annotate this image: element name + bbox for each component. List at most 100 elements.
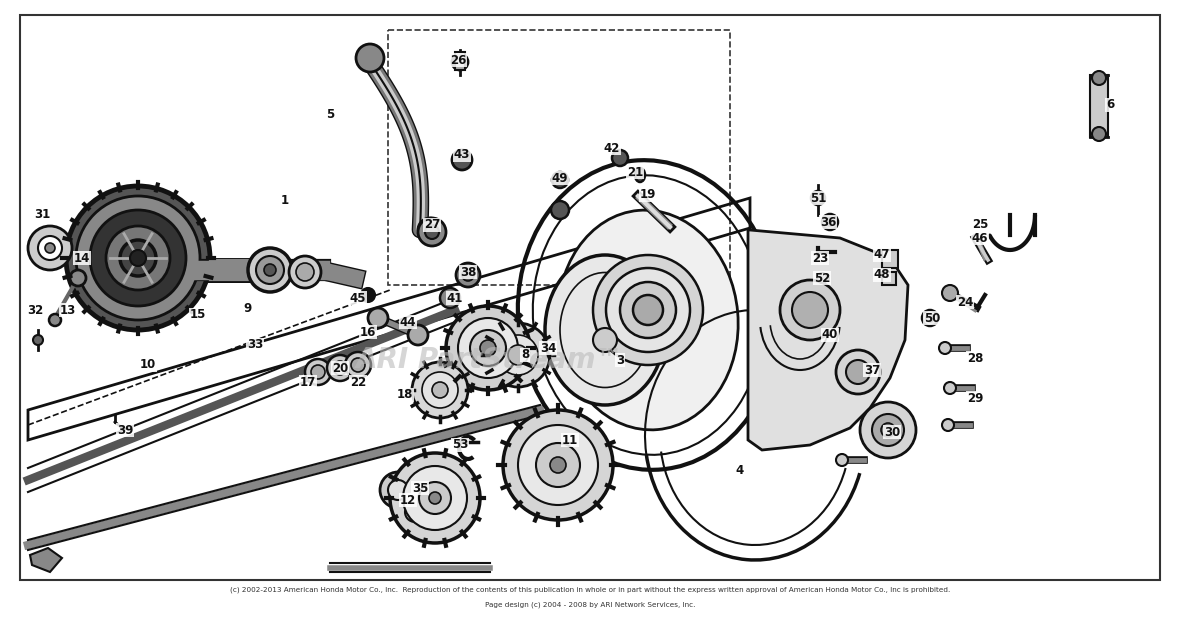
- Text: 17: 17: [300, 375, 316, 389]
- Circle shape: [412, 362, 468, 418]
- Circle shape: [607, 268, 690, 352]
- Text: 48: 48: [873, 268, 890, 282]
- Circle shape: [550, 457, 566, 473]
- Circle shape: [289, 256, 321, 288]
- Circle shape: [418, 218, 442, 242]
- Circle shape: [408, 325, 428, 345]
- Text: ARI PartStream™: ARI PartStream™: [356, 346, 624, 374]
- Circle shape: [361, 288, 375, 302]
- Text: 12: 12: [400, 493, 417, 507]
- Circle shape: [1092, 127, 1106, 141]
- Text: 31: 31: [34, 209, 50, 222]
- Circle shape: [835, 454, 848, 466]
- Circle shape: [632, 295, 663, 325]
- Circle shape: [33, 335, 42, 345]
- Circle shape: [333, 361, 347, 375]
- Text: 15: 15: [190, 309, 206, 321]
- Circle shape: [480, 340, 496, 356]
- Text: 39: 39: [117, 423, 133, 437]
- Circle shape: [860, 402, 916, 458]
- Text: 51: 51: [809, 192, 826, 205]
- Circle shape: [422, 372, 458, 408]
- Bar: [455, 52, 465, 70]
- Text: 49: 49: [552, 171, 569, 185]
- Circle shape: [391, 453, 480, 543]
- Circle shape: [356, 44, 384, 72]
- Text: 13: 13: [60, 304, 77, 316]
- Circle shape: [388, 480, 408, 500]
- Text: 29: 29: [966, 391, 983, 404]
- Ellipse shape: [558, 210, 739, 430]
- Text: 19: 19: [640, 188, 656, 202]
- Circle shape: [440, 288, 460, 308]
- Circle shape: [404, 466, 467, 530]
- Text: 11: 11: [562, 433, 578, 447]
- Text: 42: 42: [604, 142, 621, 154]
- Circle shape: [822, 214, 838, 230]
- Circle shape: [368, 308, 388, 328]
- Circle shape: [45, 243, 55, 253]
- Text: 46: 46: [972, 231, 989, 244]
- Text: 41: 41: [447, 292, 464, 304]
- Circle shape: [452, 54, 468, 70]
- Circle shape: [312, 365, 325, 379]
- Circle shape: [405, 502, 425, 522]
- Circle shape: [518, 425, 598, 505]
- Circle shape: [470, 330, 506, 366]
- Text: 50: 50: [924, 311, 940, 324]
- Circle shape: [304, 359, 332, 385]
- Circle shape: [120, 240, 156, 276]
- Text: 34: 34: [539, 341, 556, 355]
- Circle shape: [463, 269, 474, 281]
- Circle shape: [826, 218, 834, 226]
- Circle shape: [264, 264, 276, 276]
- Text: 6: 6: [1106, 98, 1114, 112]
- Circle shape: [70, 270, 86, 286]
- Text: 52: 52: [814, 272, 831, 285]
- Circle shape: [939, 342, 951, 354]
- Text: 4: 4: [736, 464, 745, 476]
- Circle shape: [106, 226, 170, 290]
- Polygon shape: [748, 230, 907, 450]
- Circle shape: [419, 482, 451, 514]
- Text: 35: 35: [412, 481, 428, 495]
- Text: 27: 27: [424, 219, 440, 231]
- Text: 24: 24: [957, 295, 973, 309]
- Circle shape: [612, 150, 628, 166]
- Circle shape: [835, 350, 880, 394]
- Circle shape: [248, 248, 291, 292]
- Circle shape: [327, 355, 353, 381]
- Text: 1: 1: [281, 193, 289, 207]
- Circle shape: [942, 419, 953, 431]
- Circle shape: [458, 318, 518, 378]
- Circle shape: [455, 263, 480, 287]
- Circle shape: [66, 186, 210, 330]
- Circle shape: [380, 472, 417, 508]
- Circle shape: [28, 226, 72, 270]
- Circle shape: [452, 150, 472, 170]
- Circle shape: [509, 345, 527, 365]
- Circle shape: [792, 292, 828, 328]
- Circle shape: [76, 196, 199, 320]
- Text: 28: 28: [966, 352, 983, 365]
- Text: 5: 5: [326, 108, 334, 122]
- Text: 43: 43: [454, 149, 470, 161]
- Ellipse shape: [545, 255, 666, 405]
- Bar: [1090, 75, 1108, 137]
- Text: 38: 38: [460, 265, 477, 278]
- Circle shape: [594, 328, 617, 352]
- Circle shape: [90, 210, 186, 306]
- Circle shape: [38, 236, 63, 260]
- Text: 20: 20: [332, 362, 348, 374]
- Polygon shape: [881, 272, 896, 285]
- Text: 44: 44: [400, 316, 417, 328]
- Ellipse shape: [635, 168, 645, 182]
- Circle shape: [425, 225, 439, 239]
- Text: 14: 14: [74, 251, 90, 265]
- Circle shape: [256, 256, 284, 284]
- Text: 18: 18: [396, 389, 413, 401]
- Circle shape: [872, 414, 904, 446]
- Circle shape: [430, 492, 441, 504]
- Text: 16: 16: [360, 326, 376, 338]
- Circle shape: [1092, 71, 1106, 85]
